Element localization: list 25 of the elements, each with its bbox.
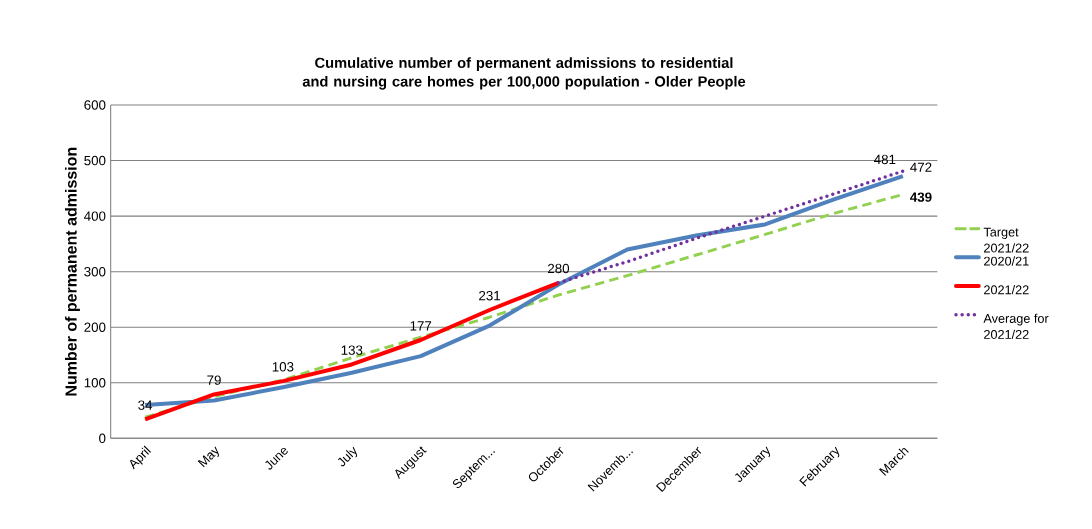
legend-label: 2020/21 [984, 256, 1029, 266]
data-label: 177 [410, 321, 432, 331]
y-axis-title: Number of permanent admission [64, 147, 80, 396]
y-tick-label: 100 [84, 378, 106, 388]
y-tick-label: 500 [84, 155, 106, 166]
chart-title: Cumulative number of permanent admissions to residential and nursing care homes per 100,000 population - Older People [302, 57, 746, 90]
y-tick-label: 600 [84, 100, 106, 110]
data-label: 133 [341, 345, 363, 355]
data-label: 280 [548, 263, 570, 274]
data-label: 481 [874, 154, 896, 165]
y-tick-label: 400 [84, 211, 106, 221]
y-tick-label: 0 [99, 433, 106, 444]
data-label: 34 [138, 400, 153, 410]
y-tick-label: 200 [84, 322, 106, 332]
y-tick-label: 300 [84, 266, 106, 277]
data-label: 472 [910, 162, 932, 172]
legend-label: 2021/22 [984, 285, 1029, 295]
data-label: 79 [207, 375, 221, 385]
x-tick-label: July [337, 446, 358, 467]
x-tick-label: May [197, 446, 219, 468]
legend-label: Target 2021/22 [983, 227, 1029, 253]
data-label: 103 [272, 362, 294, 372]
data-label: 231 [479, 290, 501, 301]
legend-label: Average for 2021/22 [983, 313, 1049, 339]
data-label: 439 [910, 192, 932, 202]
